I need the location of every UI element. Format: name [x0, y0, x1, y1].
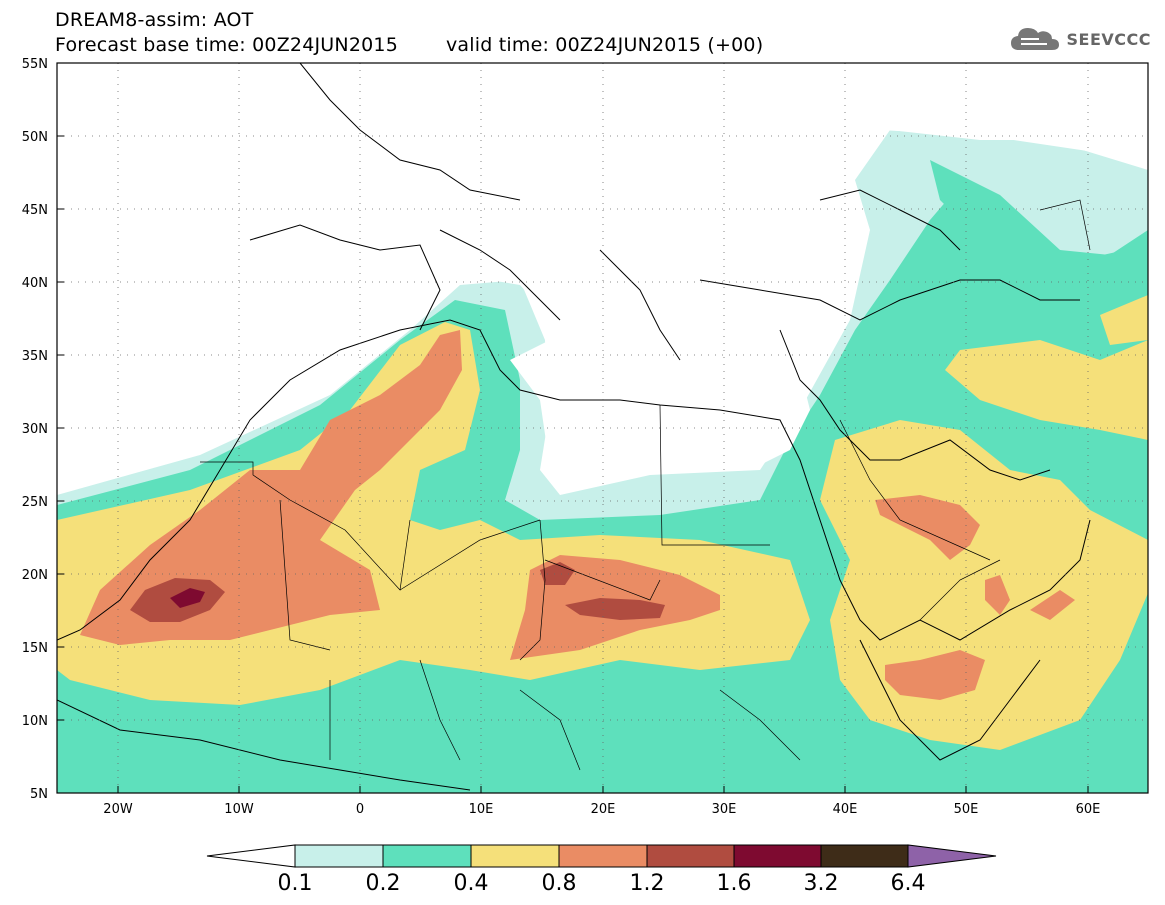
latitude-labels: 5N 10N 15N 20N 25N 30N 35N 40N 45N 50N 5…: [22, 57, 48, 802]
colorbar-segment: [294, 844, 384, 868]
aot-band-1.6-3.2: [170, 588, 205, 608]
colorbar-label: 0.1: [277, 871, 313, 896]
lat-label: 30N: [22, 422, 48, 437]
colorbar-segment: [558, 844, 648, 868]
time-info: Forecast base time: 00Z24JUN2015 valid ti…: [55, 35, 763, 55]
colorbar-label: 1.2: [629, 871, 665, 896]
lat-label: 40N: [22, 276, 48, 291]
cloud-icon: [1010, 28, 1059, 50]
colorbar-segment: [382, 844, 472, 868]
chart-title: DREAM8-assim: AOT: [55, 9, 254, 31]
lon-label: 60E: [1076, 802, 1101, 817]
lon-label: 0: [356, 802, 364, 817]
colorbar: [206, 844, 997, 868]
longitude-labels: 20W 10W 0 10E 20E 30E 40E 50E 60E: [103, 802, 1100, 817]
lon-label: 20E: [591, 802, 616, 817]
axis-ticks: [57, 135, 1089, 793]
base-time: Forecast base time: 00Z24JUN2015: [55, 34, 398, 56]
lon-label: 20W: [103, 802, 133, 817]
grid-lines: [57, 63, 1148, 793]
lat-label: 55N: [22, 57, 48, 72]
aot-field: [57, 63, 1148, 793]
country-borders: [200, 199, 1091, 771]
lat-label: 45N: [22, 203, 48, 218]
lon-label: 10E: [469, 802, 494, 817]
lat-label: 15N: [22, 641, 48, 656]
coastlines: [57, 63, 1091, 791]
valid-time: valid time: 00Z24JUN2015 (+00): [445, 34, 764, 56]
colorbar-label: 0.4: [453, 871, 489, 896]
lat-label: 35N: [22, 349, 48, 364]
clean-air-areas: [57, 63, 1148, 485]
lon-label: 40E: [833, 802, 858, 817]
lat-label: 50N: [22, 130, 48, 145]
colorbar-label: 0.8: [541, 871, 577, 896]
colorbar-label: 6.4: [890, 871, 926, 896]
lat-label: 25N: [22, 495, 48, 510]
colorbar-label: 3.2: [803, 871, 839, 896]
lat-label: 10N: [22, 714, 48, 729]
colorbar-label: 1.6: [716, 871, 752, 896]
lat-label: 20N: [22, 568, 48, 583]
colorbar-right-arrow: [907, 844, 997, 868]
colorbar-segment: [733, 844, 822, 868]
lat-label: 5N: [30, 787, 48, 802]
colorbar-segment: [820, 844, 909, 868]
logo-text: SEEVCCC: [1066, 29, 1151, 49]
colorbar-segment: [646, 844, 735, 868]
seevccc-logo: SEEVCCC: [1009, 24, 1152, 54]
colorbar-left-arrow: [206, 844, 296, 868]
lon-label: 30E: [712, 802, 737, 817]
lon-label: 10W: [224, 802, 254, 817]
lon-label: 50E: [954, 802, 979, 817]
colorbar-segment: [470, 844, 560, 868]
colorbar-label: 0.2: [365, 871, 401, 896]
